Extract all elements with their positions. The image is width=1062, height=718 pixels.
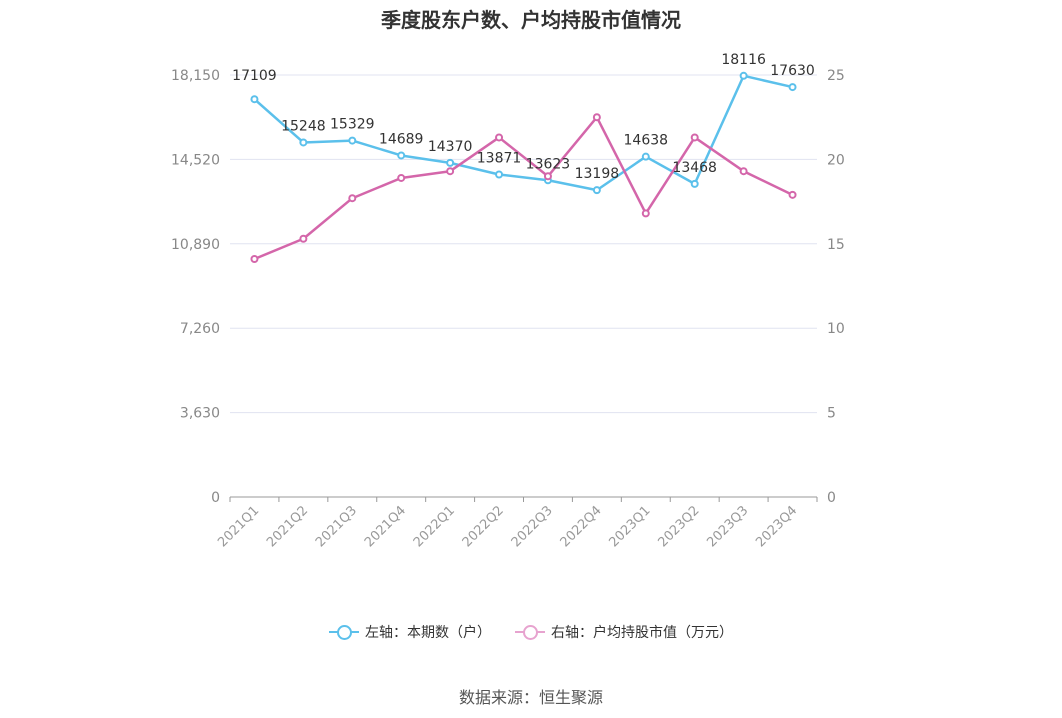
legend-left-label: 左轴：本期数（户） <box>365 625 491 641</box>
data-label: 14370 <box>428 139 473 155</box>
legend-item-left[interactable]: 左轴：本期数（户） <box>329 622 491 642</box>
data-point-right <box>641 209 650 218</box>
legend-right-marker-icon <box>515 624 545 640</box>
data-point-left <box>299 138 308 147</box>
y-right-tick-label: 0 <box>827 490 836 506</box>
x-tick-label: 2021Q4 <box>362 503 409 550</box>
legend-item-right[interactable]: 右轴：户均持股市值（万元） <box>515 622 733 642</box>
data-point-right <box>495 133 504 142</box>
x-tick-label: 2023Q3 <box>704 503 751 550</box>
y-right-tick-label: 10 <box>827 321 845 337</box>
data-point-left <box>641 152 650 161</box>
y-left-tick-label: 18,150 <box>171 68 220 84</box>
data-label: 17109 <box>232 68 277 84</box>
y-right-tick-label: 5 <box>827 406 836 422</box>
data-point-right <box>690 133 699 142</box>
x-tick-label: 2021Q3 <box>313 503 360 550</box>
data-label: 15248 <box>281 118 326 134</box>
data-point-right <box>788 190 797 199</box>
x-tick-label: 2022Q1 <box>411 503 458 550</box>
data-label: 13623 <box>526 156 571 172</box>
y-left-tick-label: 3,630 <box>180 406 220 422</box>
data-point-right <box>397 173 406 182</box>
data-point-left <box>788 83 797 92</box>
y-left-tick-label: 10,890 <box>171 237 220 253</box>
x-tick-label: 2022Q3 <box>509 503 556 550</box>
x-tick-label: 2022Q2 <box>460 503 507 550</box>
data-label: 13871 <box>477 150 522 166</box>
legend-left-marker-icon <box>329 624 359 640</box>
data-point-right <box>250 254 259 263</box>
x-tick-label: 2021Q1 <box>215 503 262 550</box>
x-tick-label: 2023Q2 <box>655 503 702 550</box>
data-point-left <box>690 179 699 188</box>
legend-right-label: 右轴：户均持股市值（万元） <box>551 625 733 641</box>
chart-legend: 左轴：本期数（户） 右轴：户均持股市值（万元） <box>0 622 1062 642</box>
x-tick-label: 2022Q4 <box>558 503 605 550</box>
line-chart: 0 0 3,630 5 7,260 10 10,890 15 14,520 20 18,150 25 2… <box>171 52 845 551</box>
series-line-left <box>253 74 793 192</box>
data-point-left <box>397 151 406 160</box>
data-source: 数据来源：恒生聚源 <box>458 688 603 707</box>
data-point-left <box>250 95 259 104</box>
chart-title: 季度股东户数、户均持股市值情况 <box>381 8 681 32</box>
data-label: 14689 <box>379 131 424 147</box>
x-tick-label: 2023Q1 <box>607 503 654 550</box>
data-point-right <box>446 167 455 176</box>
y-left-tick-label: 14,520 <box>171 152 220 168</box>
data-point-left <box>739 71 748 80</box>
data-label: 15329 <box>330 117 375 133</box>
y-right-tick-label: 25 <box>827 68 845 84</box>
y-left-tick-label: 7,260 <box>180 321 220 337</box>
data-point-left <box>592 186 601 195</box>
data-point-left <box>348 136 357 145</box>
x-tick-label: 2023Q4 <box>753 503 800 550</box>
y-left-tick-label: 0 <box>211 490 220 506</box>
data-label: 13198 <box>575 166 620 182</box>
data-point-right <box>348 194 357 203</box>
x-tick-label: 2021Q2 <box>264 503 311 550</box>
data-label: 14638 <box>624 133 669 149</box>
data-label: 18116 <box>721 52 766 68</box>
data-point-right <box>739 167 748 176</box>
series-line-right <box>253 115 794 261</box>
data-point-right <box>543 172 552 181</box>
data-point-right <box>592 113 601 122</box>
y-right-tick-label: 20 <box>827 152 845 168</box>
data-label: 13468 <box>672 160 717 176</box>
data-point-left <box>446 158 455 167</box>
y-right-tick-label: 15 <box>827 237 845 253</box>
data-point-right <box>299 234 308 243</box>
data-label: 17630 <box>770 63 815 79</box>
data-point-left <box>495 170 504 179</box>
